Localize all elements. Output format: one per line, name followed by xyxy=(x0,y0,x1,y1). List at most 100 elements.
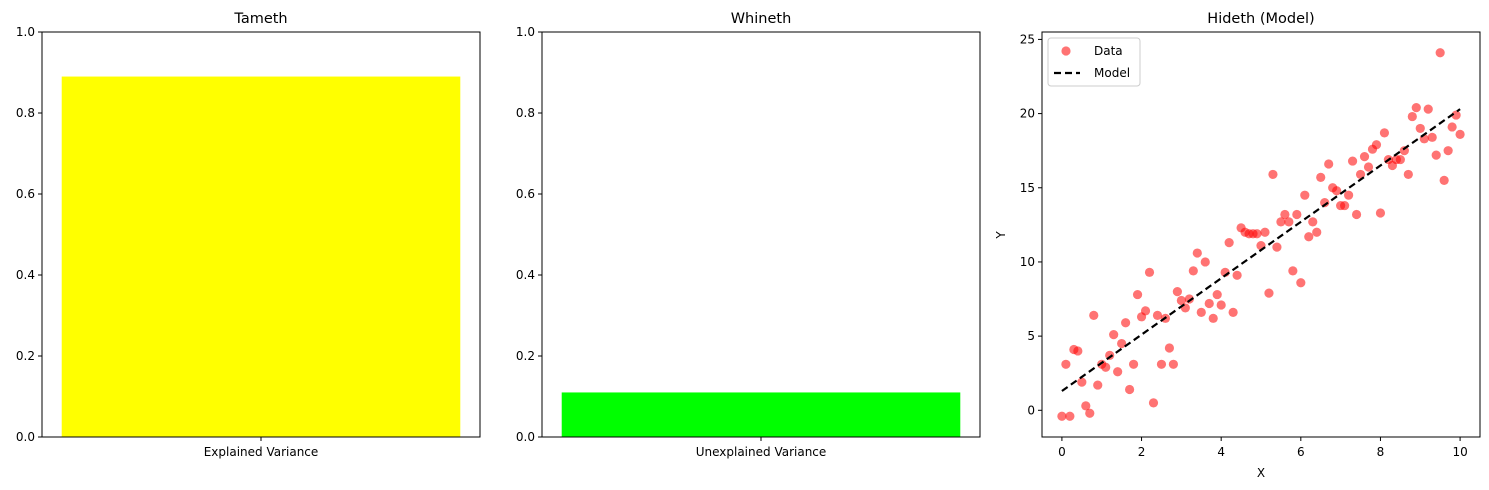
data-point xyxy=(1312,227,1322,237)
data-point xyxy=(1144,267,1155,277)
data-point xyxy=(1403,169,1413,180)
data-point xyxy=(1168,359,1178,369)
data-point xyxy=(1344,190,1354,200)
data-point xyxy=(1447,122,1457,132)
data-point xyxy=(1148,398,1159,408)
data-point xyxy=(1407,111,1417,122)
data-point xyxy=(1451,110,1461,120)
whineth-title: Whineth xyxy=(731,11,792,27)
data-point xyxy=(1340,200,1350,211)
data-point xyxy=(1272,242,1282,252)
data-point xyxy=(1260,227,1270,237)
data-point xyxy=(1125,384,1135,395)
data-point xyxy=(1101,362,1111,372)
hideth-y-tick-label: 25 xyxy=(1020,32,1035,46)
tameth-y-tick-label: 0.6 xyxy=(16,187,35,201)
data-point xyxy=(1188,266,1198,276)
whineth-plot-frame xyxy=(541,31,981,438)
data-point xyxy=(1363,162,1374,172)
data-point xyxy=(1184,294,1194,304)
data-point xyxy=(1264,288,1274,298)
data-point xyxy=(1308,217,1318,227)
data-point xyxy=(1288,266,1298,276)
hideth-panel: Hideth (Model) X Y 0 2 4 6 8 10 0 5 10 15 20 25 Data… xyxy=(994,11,1481,480)
data-point xyxy=(1093,380,1103,390)
data-point xyxy=(1411,103,1421,113)
hideth-x-axis-label: X xyxy=(1257,466,1265,480)
data-point xyxy=(1371,140,1382,150)
data-point xyxy=(1073,346,1083,356)
data-point xyxy=(1077,377,1087,387)
data-point xyxy=(1061,359,1071,369)
data-point xyxy=(1216,300,1226,310)
data-point xyxy=(1316,172,1326,182)
whineth-panel: Whineth Unexplained Variance 0.0 0.2 0.4 0.6… xyxy=(516,11,981,459)
data-point xyxy=(1320,198,1330,208)
legend: Data Model xyxy=(1047,37,1141,87)
hideth-y-tick-label: 0 xyxy=(1027,403,1035,417)
hideth-plot-frame xyxy=(1041,31,1481,438)
data-point xyxy=(1228,307,1238,317)
data-point xyxy=(1324,159,1334,169)
data-point xyxy=(1379,128,1390,138)
tameth-y-tick-label: 1.0 xyxy=(16,25,35,39)
hideth-title: Hideth (Model) xyxy=(1207,11,1314,27)
data-point xyxy=(1128,359,1139,369)
data-point xyxy=(1121,318,1131,328)
data-point xyxy=(1117,338,1127,349)
data-point xyxy=(1140,306,1151,316)
data-point xyxy=(1224,238,1234,248)
data-point xyxy=(1351,209,1362,220)
hideth-y-axis-label: Y xyxy=(994,231,1008,240)
data-point xyxy=(1268,169,1278,180)
hideth-x-tick-label: 4 xyxy=(1217,445,1225,459)
data-point xyxy=(1427,132,1437,142)
data-point xyxy=(1113,367,1123,377)
data-point xyxy=(1423,104,1433,114)
whineth-y-tick-label: 0.8 xyxy=(516,106,535,120)
data-point xyxy=(1208,313,1218,323)
tameth-x-tick-label: Explained Variance xyxy=(204,445,319,459)
hideth-x-tick-label: 2 xyxy=(1138,445,1146,459)
data-point xyxy=(1375,208,1386,218)
data-point xyxy=(1192,248,1202,258)
data-point xyxy=(1347,156,1358,166)
data-point xyxy=(1276,217,1286,227)
data-point xyxy=(1132,289,1143,300)
data-point xyxy=(1204,298,1214,309)
hideth-y-tick-label: 15 xyxy=(1020,181,1035,195)
whineth-y-tick-label: 0.2 xyxy=(516,349,535,363)
data-point xyxy=(1292,209,1302,220)
hideth-x-tick-label: 0 xyxy=(1058,445,1066,459)
data-point xyxy=(1435,48,1445,58)
whineth-y-tick-label: 1.0 xyxy=(516,25,535,39)
hideth-x-tick-label: 8 xyxy=(1377,445,1385,459)
data-point xyxy=(1081,401,1091,411)
hideth-x-tick-label: 6 xyxy=(1297,445,1305,459)
data-point xyxy=(1212,289,1222,300)
data-point xyxy=(1415,123,1425,134)
data-point xyxy=(1057,411,1067,421)
data-point xyxy=(1252,229,1262,239)
data-point xyxy=(1439,175,1449,185)
tameth-bar xyxy=(61,76,461,438)
hideth-y-tick-label: 5 xyxy=(1027,329,1035,343)
hideth-x-tick-label: 10 xyxy=(1452,445,1467,459)
data-point xyxy=(1089,310,1099,320)
data-point xyxy=(1065,411,1075,421)
tameth-y-tick-label: 0.8 xyxy=(16,106,35,120)
data-point xyxy=(1395,154,1405,165)
tameth-plot-frame xyxy=(41,31,481,438)
data-point xyxy=(1232,270,1242,280)
data-point xyxy=(1455,129,1465,139)
data-point xyxy=(1280,209,1290,220)
data-point xyxy=(1399,146,1409,156)
hideth-y-tick-label: 20 xyxy=(1020,107,1035,121)
tameth-y-tick-label: 0.0 xyxy=(16,430,35,444)
legend-model-label: Model xyxy=(1094,66,1130,80)
data-point xyxy=(1200,257,1210,267)
data-point xyxy=(1359,152,1370,162)
data-point xyxy=(1431,150,1441,160)
data-point xyxy=(1304,232,1314,242)
legend-data-label: Data xyxy=(1094,44,1123,58)
